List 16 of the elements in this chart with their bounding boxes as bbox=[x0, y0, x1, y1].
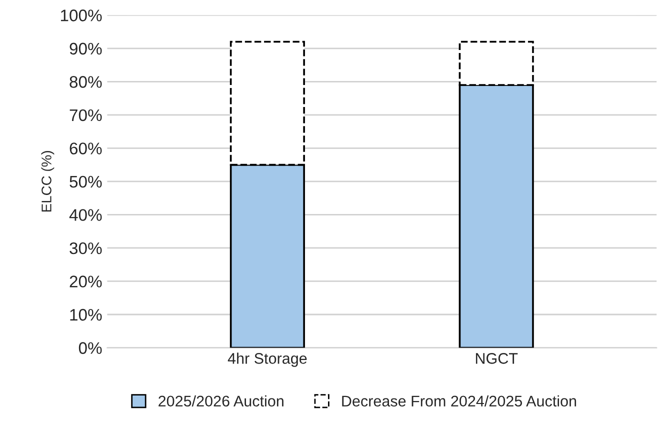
x-tick-label: 4hr Storage bbox=[228, 352, 307, 367]
legend-label: Decrease From 2024/2025 Auction bbox=[342, 395, 576, 407]
y-tick-label: 100% bbox=[60, 10, 102, 22]
y-tick-label: 10% bbox=[70, 308, 102, 321]
y-tick-label: 60% bbox=[70, 142, 102, 154]
y-tick-label: 90% bbox=[70, 42, 102, 55]
y-tick-label: 70% bbox=[70, 109, 102, 122]
x-tick-label: NGCT bbox=[476, 353, 518, 364]
y-tick-label: 0% bbox=[78, 342, 102, 354]
y-tick-label: 40% bbox=[69, 209, 102, 221]
y-tick-label: 30% bbox=[70, 242, 102, 254]
y-tick-label: 80% bbox=[70, 76, 102, 88]
legend-label: 2025/2026 Auction bbox=[158, 395, 284, 407]
y-axis-title: ELCC (%) bbox=[41, 151, 54, 212]
y-tick-label: 20% bbox=[70, 276, 102, 288]
y-tick-label: 50% bbox=[70, 176, 102, 188]
